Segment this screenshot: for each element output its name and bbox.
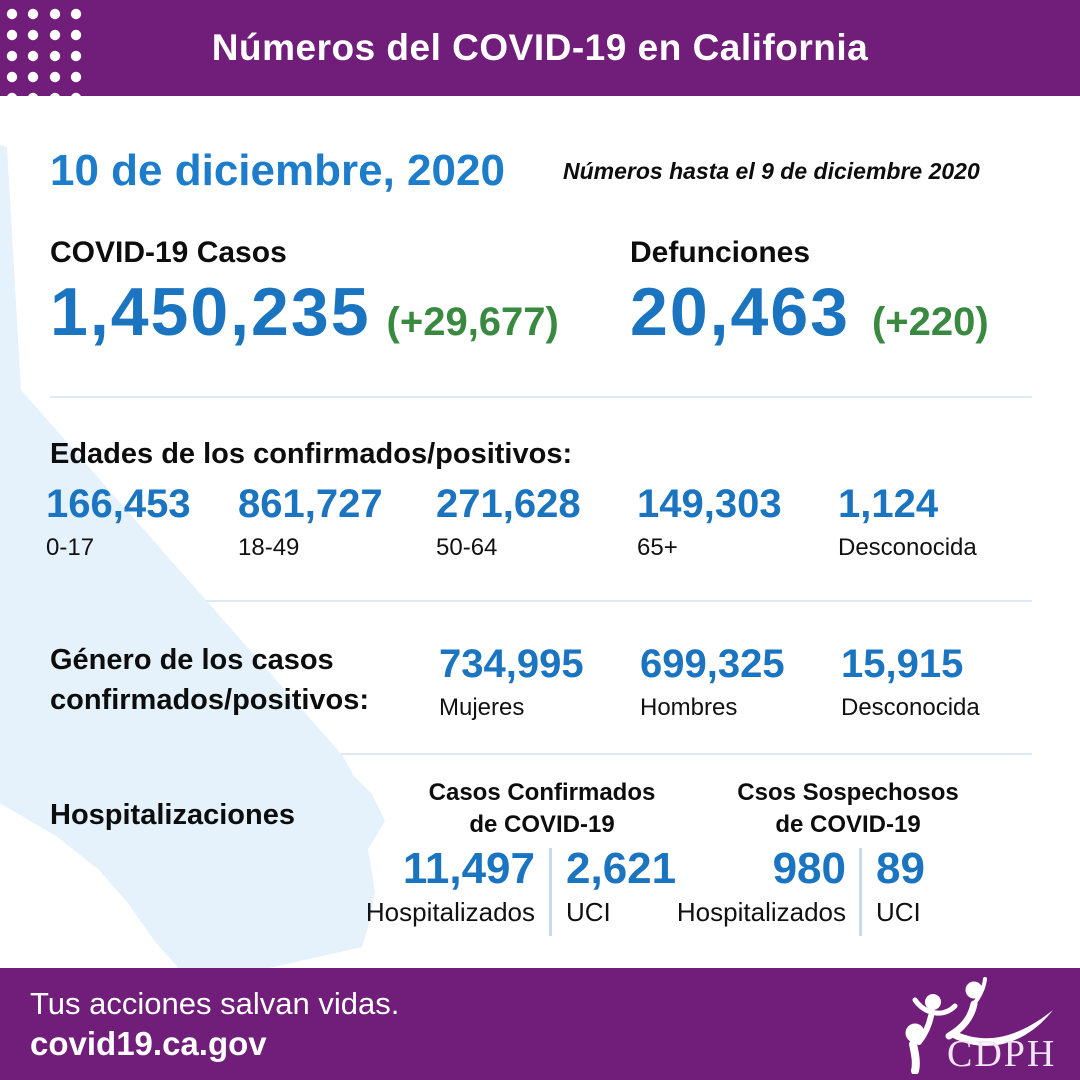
gender-value: 734,995	[439, 642, 584, 686]
age-value: 861,727	[238, 482, 383, 526]
confirmed-icu-stat: 2,621 UCI	[566, 844, 677, 927]
cases-label: COVID-19 Casos	[50, 236, 287, 269]
divider	[50, 396, 1032, 398]
age-group-65plus: 149,303 65+	[637, 482, 782, 562]
divider	[50, 753, 1032, 755]
vertical-divider	[549, 848, 552, 936]
deaths-label: Defunciones	[630, 236, 811, 269]
confirmed-hospitalized-stat: 11,497 Hospitalizados	[320, 844, 535, 927]
gender-title-line2: confirmados/positivos:	[50, 684, 370, 716]
confirmed-heading-line2: de COVID-19	[469, 811, 615, 838]
stat-label: UCI	[566, 897, 611, 927]
suspected-icu-stat: 89 UCI	[876, 844, 925, 927]
suspected-heading: Csos Sospechosos de COVID-19	[720, 777, 976, 841]
gender-label: Desconocida	[841, 694, 980, 721]
footer-text: Tus acciones salvan vidas. covid19.ca.go…	[30, 984, 399, 1064]
footer-slogan: Tus acciones salvan vidas.	[30, 986, 400, 1021]
stat-label: Hospitalizados	[365, 897, 535, 927]
age-label: 50-64	[436, 534, 498, 561]
deaths-stat: 20,463 (+220)	[630, 278, 989, 346]
stat-value: 2,621	[566, 844, 677, 893]
confirmed-heading: Casos Confirmados de COVID-19	[414, 777, 670, 841]
age-label: 0-17	[46, 534, 95, 561]
vertical-divider	[859, 848, 862, 936]
cdph-logo: CDPH	[905, 977, 1056, 1074]
stat-label: UCI	[876, 897, 921, 927]
age-group-unknown: 1,124 Desconocida	[838, 482, 977, 562]
gender-female: 734,995 Mujeres	[439, 642, 584, 722]
hospitalizations-title: Hospitalizaciones	[50, 799, 295, 831]
gender-title-line1: Género de los casos	[50, 644, 334, 676]
gender-value: 15,915	[841, 642, 964, 686]
gender-unknown: 15,915 Desconocida	[841, 642, 980, 722]
suspected-hospitalized-stat: 980 Hospitalizados	[630, 844, 846, 927]
age-label: Desconocida	[838, 534, 977, 561]
cdph-logo-text: CDPH	[947, 1033, 1056, 1074]
divider	[50, 600, 1032, 602]
confirmed-heading-line1: Casos Confirmados	[428, 779, 656, 806]
footer-url: covid19.ca.gov	[30, 1025, 267, 1062]
stat-label: Hospitalizados	[676, 897, 846, 927]
footer-bar: Tus acciones salvan vidas. covid19.ca.go…	[0, 968, 1080, 1080]
report-date: 10 de diciembre, 2020	[50, 146, 505, 195]
age-value: 149,303	[637, 482, 782, 526]
dots-pattern-icon	[6, 8, 82, 96]
page-title: Números del COVID-19 en California	[211, 27, 869, 68]
age-group-18-49: 861,727 18-49	[238, 482, 383, 562]
as-of-note: Números hasta el 9 de diciembre 2020	[563, 158, 980, 184]
stat-value: 11,497	[402, 844, 535, 893]
cases-delta: (+29,677)	[386, 300, 559, 344]
gender-value: 699,325	[640, 642, 785, 686]
ages-title: Edades de los confirmados/positivos:	[50, 438, 573, 470]
age-value: 271,628	[436, 482, 581, 526]
stat-value: 89	[876, 844, 925, 893]
gender-title: Género de los casos confirmados/positivo…	[50, 640, 369, 720]
age-group-50-64: 271,628 50-64	[436, 482, 581, 562]
age-value: 166,453	[46, 482, 191, 526]
stat-value: 980	[772, 844, 846, 893]
age-label: 18-49	[238, 534, 300, 561]
gender-label: Mujeres	[439, 694, 525, 721]
header-bar: Números del COVID-19 en California	[0, 0, 1080, 96]
age-value: 1,124	[838, 482, 939, 526]
gender-male: 699,325 Hombres	[640, 642, 785, 722]
deaths-value: 20,463	[630, 274, 850, 350]
cases-value: 1,450,235	[50, 274, 371, 350]
cases-stat: 1,450,235 (+29,677)	[50, 278, 559, 346]
deaths-delta: (+220)	[871, 300, 989, 344]
suspected-heading-line2: de COVID-19	[775, 811, 921, 838]
suspected-heading-line1: Csos Sospechosos	[737, 779, 959, 806]
gender-label: Hombres	[640, 694, 738, 721]
age-group-0-17: 166,453 0-17	[46, 482, 191, 562]
age-label: 65+	[637, 534, 678, 561]
